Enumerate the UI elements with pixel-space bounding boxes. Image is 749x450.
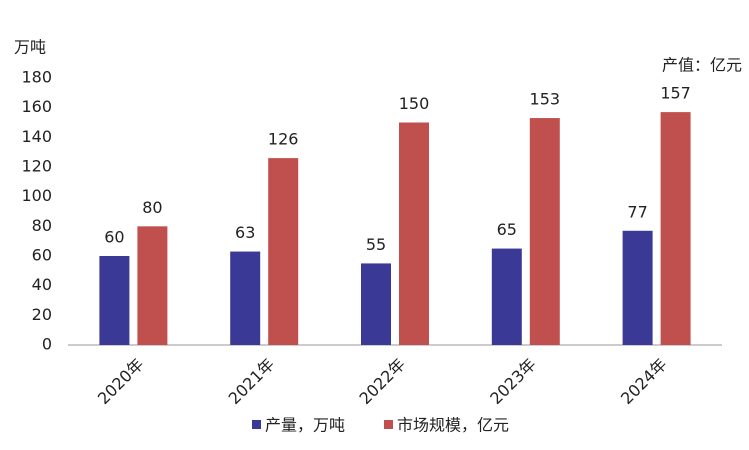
- y-tick-label: 140: [21, 127, 52, 146]
- bar: [99, 256, 130, 345]
- x-tick-label: 2024年: [617, 355, 671, 409]
- y-tick-label: 0: [42, 335, 52, 354]
- value-label: 153: [530, 90, 561, 109]
- bar: [268, 158, 299, 345]
- x-tick-label: 2023年: [486, 355, 540, 409]
- y-tick-label: 160: [21, 97, 52, 116]
- value-label: 55: [366, 235, 386, 254]
- bar: [361, 263, 391, 345]
- legend-swatch: [252, 420, 261, 429]
- legend-label: 市场规模，亿元: [397, 416, 509, 435]
- x-tick-label: 2020年: [94, 355, 148, 409]
- bar: [230, 251, 261, 345]
- bar: [529, 118, 560, 345]
- legend-swatch: [384, 420, 393, 429]
- legend-label: 产量，万吨: [265, 416, 345, 435]
- y-tick-label: 80: [32, 216, 52, 235]
- y-tick-label: 20: [32, 305, 52, 324]
- value-label: 157: [660, 84, 691, 103]
- y-tick-label: 60: [32, 246, 52, 265]
- value-label: 80: [142, 198, 162, 217]
- value-label: 63: [235, 223, 255, 242]
- x-tick-label: 2022年: [355, 355, 409, 409]
- bar: [491, 248, 522, 345]
- x-tick-label: 2021年: [225, 355, 279, 409]
- y-tick-label: 120: [21, 157, 52, 176]
- y2-axis-label: 产值：亿元: [662, 56, 742, 75]
- y-tick-label: 100: [21, 186, 52, 205]
- value-label: 126: [268, 130, 299, 149]
- y-tick-label: 180: [21, 68, 52, 87]
- y-axis-label: 万吨: [14, 38, 46, 57]
- value-label: 60: [104, 228, 124, 247]
- bar: [399, 122, 429, 345]
- bar: [622, 230, 653, 345]
- y-tick-label: 40: [32, 275, 52, 294]
- bar: [660, 112, 691, 345]
- bar: [137, 226, 168, 345]
- value-label: 77: [627, 202, 647, 221]
- value-label: 150: [399, 94, 430, 113]
- value-label: 65: [497, 220, 517, 239]
